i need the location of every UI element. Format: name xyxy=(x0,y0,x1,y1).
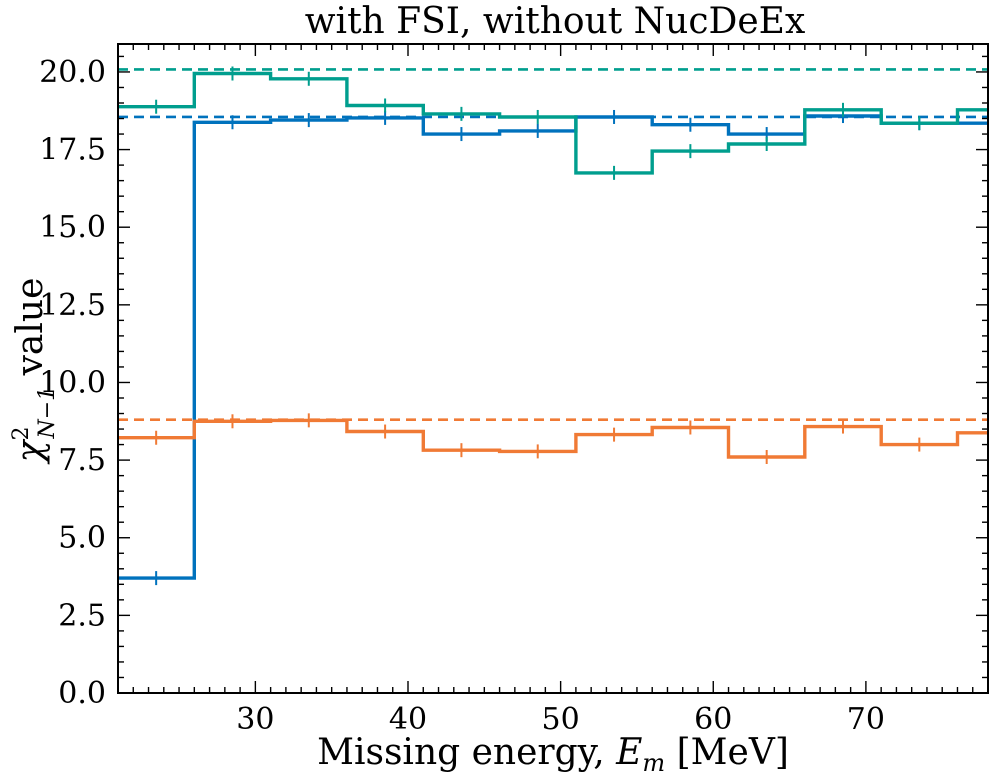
chart-title: with FSI, without NucDeEx xyxy=(305,1,806,42)
data-point-blue xyxy=(369,110,402,125)
data-point-orange xyxy=(140,430,173,445)
y-tick-label: 15.0 xyxy=(39,210,106,245)
series-group xyxy=(118,66,988,586)
data-point-orange xyxy=(292,413,325,428)
data-point-teal xyxy=(445,106,478,121)
x-axis-label: Missing energy, Em [MeV] xyxy=(317,732,789,777)
data-point-teal xyxy=(827,102,859,117)
data-point-teal xyxy=(369,98,402,113)
data-point-teal xyxy=(674,144,707,159)
data-point-blue xyxy=(216,115,249,130)
y-axis-label: χ2N−1 value xyxy=(9,278,60,466)
x-tick-label: 70 xyxy=(847,702,885,737)
x-tick-label: 60 xyxy=(694,702,732,737)
data-point-blue xyxy=(598,109,631,124)
y-tick-label: 20.0 xyxy=(39,55,106,90)
y-tick-label: 5.0 xyxy=(58,521,106,556)
x-tick-label: 50 xyxy=(542,702,580,737)
data-point-teal xyxy=(598,165,631,180)
data-point-blue xyxy=(140,571,173,586)
data-point-blue xyxy=(521,123,554,138)
plot-area xyxy=(118,66,988,586)
data-point-blue xyxy=(674,117,707,132)
x-tick-label: 40 xyxy=(389,702,427,737)
y-tick-label: 0.0 xyxy=(58,676,106,711)
y-tick-label: 17.5 xyxy=(39,133,106,168)
data-point-teal xyxy=(903,116,936,131)
data-point-orange xyxy=(521,444,554,459)
step-series-teal xyxy=(118,71,988,175)
y-tick-label: 2.5 xyxy=(58,598,106,633)
data-point-orange xyxy=(445,443,478,458)
data-point-blue xyxy=(292,113,325,128)
data-point-orange xyxy=(598,427,631,442)
data-point-teal xyxy=(521,109,554,124)
data-point-blue xyxy=(445,127,478,142)
data-point-teal xyxy=(750,136,783,151)
step-series-blue xyxy=(118,114,988,580)
data-point-orange xyxy=(903,437,936,452)
data-point-orange xyxy=(369,424,402,439)
data-point-teal xyxy=(216,66,249,81)
y-tick-label: 12.5 xyxy=(39,288,106,323)
x-tick-label: 30 xyxy=(236,702,274,737)
y-tick-label: 7.5 xyxy=(58,443,106,478)
data-point-teal xyxy=(140,99,173,114)
axis-ticks: 30 40 50 60 70 0.0 2.5 5.0 7.5 10.0 12.5 15.0 17.5 20… xyxy=(39,44,989,737)
y-tick-label: 10.0 xyxy=(39,365,106,400)
data-point-orange xyxy=(674,420,707,435)
data-point-orange xyxy=(216,414,249,429)
step-series-orange xyxy=(118,418,988,459)
data-point-teal xyxy=(292,71,325,86)
data-point-orange xyxy=(827,419,859,434)
data-point-orange xyxy=(750,450,783,464)
plot-frame xyxy=(117,43,989,694)
